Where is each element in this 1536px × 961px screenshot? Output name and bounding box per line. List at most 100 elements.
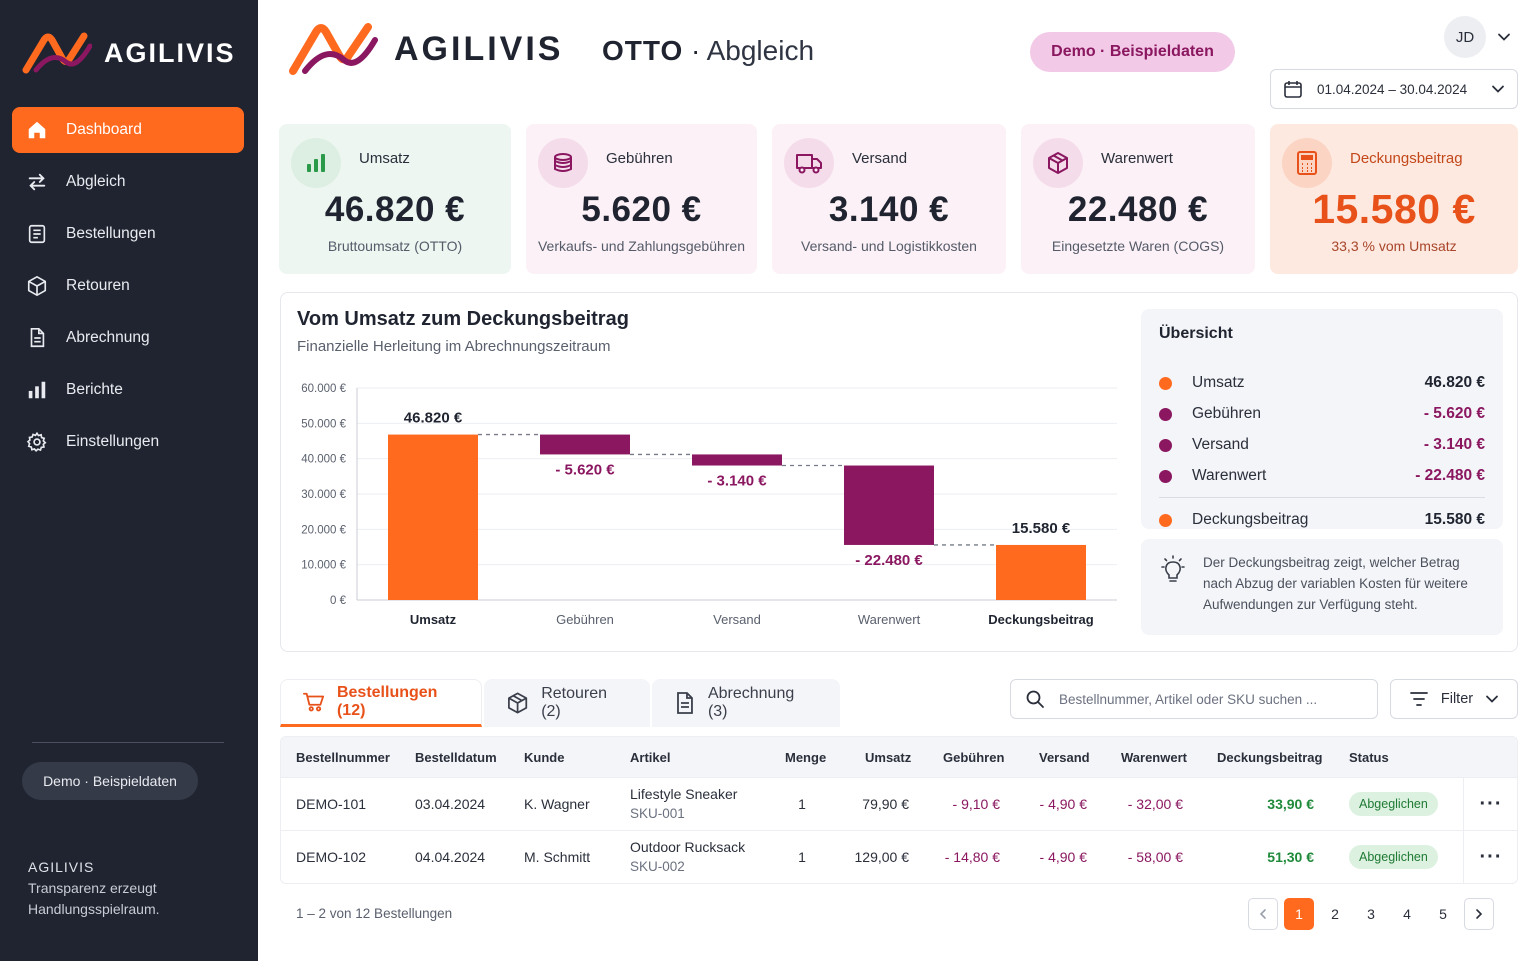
sidebar-item-retouren[interactable]: Retouren bbox=[12, 263, 244, 309]
pagination-next-button[interactable] bbox=[1464, 898, 1494, 930]
column-header[interactable]: Umsatz bbox=[865, 749, 912, 765]
y-tick-label: 30.000 € bbox=[301, 489, 346, 501]
sidebar-item-abgleich[interactable]: Abgleich bbox=[12, 159, 244, 205]
order-date: 04.04.2024 bbox=[415, 849, 486, 865]
orders-table: Bestellnummer Bestelldatum Kunde Artikel… bbox=[280, 736, 1518, 884]
kpi-label: Deckungsbeitrag bbox=[1350, 150, 1463, 167]
column-header[interactable]: Bestellnummer bbox=[296, 749, 390, 765]
status-badge: Abgeglichen bbox=[1349, 792, 1438, 816]
column-header[interactable]: Versand bbox=[1039, 749, 1090, 765]
tab-label: Bestellungen (12) bbox=[336, 684, 438, 719]
column-header[interactable]: Bestelldatum bbox=[415, 749, 497, 765]
lightbulb-icon bbox=[1161, 555, 1185, 582]
article-name: Lifestyle Sneaker bbox=[630, 786, 738, 802]
kpi-card-deckungsbeitrag[interactable]: Deckungsbeitrag 15.580 € 33,3 % vom Umsa… bbox=[1270, 124, 1518, 274]
sidebar-item-bestellungen[interactable]: Bestellungen bbox=[12, 211, 244, 257]
cart-icon bbox=[303, 692, 325, 712]
x-tick-label: Versand bbox=[713, 612, 761, 627]
y-tick-label: 60.000 € bbox=[301, 383, 346, 395]
pagination-page-1[interactable]: 1 bbox=[1284, 898, 1314, 930]
data-label: - 3.140 € bbox=[707, 473, 767, 490]
kpi-card-gebuehren[interactable]: Gebühren 5.620 € Verkaufs- und Zahlungsg… bbox=[526, 124, 757, 274]
pagination-page-2[interactable]: 2 bbox=[1331, 906, 1339, 922]
header-logo[interactable]: AGILIVIS bbox=[288, 22, 563, 76]
sidebar-item-berichte[interactable]: Berichte bbox=[12, 367, 244, 413]
table-row[interactable]: DEMO-102 04.04.2024 M. Schmitt Outdoor R… bbox=[281, 830, 1517, 883]
chart-title: Vom Umsatz zum Deckungsbeitrag bbox=[297, 308, 629, 330]
sidebar-item-einstellungen[interactable]: Einstellungen bbox=[12, 419, 244, 465]
row-actions-menu[interactable]: ··· bbox=[1479, 792, 1503, 815]
pagination-prev-button[interactable] bbox=[1248, 898, 1278, 930]
column-header[interactable]: Deckungsbeitrag bbox=[1217, 749, 1323, 765]
order-number[interactable]: DEMO-101 bbox=[296, 796, 367, 812]
info-hint-text: Der Deckungsbeitrag zeigt, welcher Betra… bbox=[1203, 552, 1483, 615]
document-icon bbox=[677, 692, 693, 714]
sidebar-item-dashboard[interactable]: Dashboard bbox=[12, 107, 244, 153]
overview-card: Übersicht Umsatz 46.820 € Gebühren - 5.6… bbox=[1141, 309, 1503, 529]
data-label: - 22.480 € bbox=[855, 552, 923, 569]
tab-abrechnung[interactable]: Abrechnung (3) bbox=[652, 679, 840, 727]
overview-row-amount: 15.580 € bbox=[1424, 511, 1485, 528]
order-number[interactable]: DEMO-102 bbox=[296, 849, 367, 865]
tab-retouren[interactable]: Retouren (2) bbox=[484, 679, 650, 727]
column-header[interactable]: Menge bbox=[785, 749, 827, 765]
bar-versand bbox=[692, 454, 782, 466]
article-cell: Lifestyle Sneaker SKU-001 bbox=[630, 778, 737, 830]
bar-chart-icon bbox=[307, 154, 325, 172]
kpi-card-versand[interactable]: Versand 3.140 € Versand- und Logistikkos… bbox=[772, 124, 1006, 274]
fees: - 9,10 € bbox=[952, 796, 1000, 812]
table-row[interactable]: DEMO-101 03.04.2024 K. Wagner Lifestyle … bbox=[281, 777, 1517, 830]
x-tick-label: Umsatz bbox=[410, 612, 457, 627]
avatar[interactable]: JD bbox=[1444, 16, 1486, 58]
pagination-page-4[interactable]: 4 bbox=[1403, 906, 1411, 922]
table-summary: 1 – 2 von 12 Bestellungen bbox=[296, 906, 453, 921]
calendar-icon bbox=[1284, 81, 1302, 98]
overview-row-name: Deckungsbeitrag bbox=[1192, 511, 1309, 528]
order-date: 03.04.2024 bbox=[415, 796, 486, 812]
sidebar-brand-name: AGILIVIS bbox=[104, 37, 236, 68]
kpi-card-warenwert[interactable]: Warenwert 22.480 € Eingesetzte Waren (CO… bbox=[1021, 124, 1255, 274]
pagination-page-3[interactable]: 3 bbox=[1367, 906, 1375, 922]
quantity: 1 bbox=[798, 796, 806, 812]
pagination: 1 2 3 4 5 bbox=[1248, 898, 1494, 930]
search-icon bbox=[1026, 690, 1044, 708]
shipping: - 4,90 € bbox=[1039, 849, 1087, 865]
tab-bestellungen[interactable]: Bestellungen (12) bbox=[280, 679, 482, 727]
order-search[interactable] bbox=[1010, 679, 1378, 719]
info-hint-line: Der Deckungsbeitrag zeigt, welcher Betra… bbox=[1203, 555, 1460, 570]
overview-row-amount: - 5.620 € bbox=[1423, 405, 1485, 422]
sidebar-demo-badge[interactable]: Demo · Beispieldaten bbox=[22, 762, 198, 800]
sidebar-item-label: Einstellungen bbox=[66, 433, 160, 450]
sidebar-item-abrechnung[interactable]: Abrechnung bbox=[12, 315, 244, 361]
column-header[interactable]: Kunde bbox=[524, 749, 565, 765]
article-name: Outdoor Rucksack bbox=[630, 839, 746, 855]
chevron-down-icon[interactable] bbox=[1497, 30, 1511, 44]
kpi-icon-wrap bbox=[1282, 138, 1332, 188]
arrows-swap-icon bbox=[28, 173, 46, 191]
customer: K. Wagner bbox=[524, 796, 590, 812]
column-header[interactable]: Warenwert bbox=[1121, 749, 1187, 765]
y-tick-label: 40.000 € bbox=[301, 454, 346, 466]
legend-dot bbox=[1159, 513, 1172, 527]
column-header[interactable]: Artikel bbox=[630, 749, 671, 765]
sidebar-item-label: Dashboard bbox=[66, 121, 142, 138]
legend-dot bbox=[1159, 407, 1172, 421]
box-return-icon bbox=[508, 692, 528, 714]
row-actions-menu[interactable]: ··· bbox=[1479, 845, 1503, 868]
kpi-description: Eingesetzte Waren (COGS) bbox=[1051, 238, 1225, 254]
row-divider bbox=[1463, 778, 1464, 830]
date-range-picker[interactable]: 01.04.2024 – 30.04.2024 bbox=[1270, 69, 1518, 109]
search-input[interactable] bbox=[1059, 691, 1359, 707]
sidebar-nav: Dashboard Abgleich Bestellungen Retouren… bbox=[12, 107, 244, 471]
filter-button[interactable]: Filter bbox=[1390, 679, 1518, 719]
sidebar-item-label: Retouren bbox=[66, 277, 130, 294]
column-header[interactable]: Gebühren bbox=[943, 749, 1005, 765]
pagination-page-5[interactable]: 5 bbox=[1439, 906, 1447, 922]
kpi-description: Versand- und Logistikkosten bbox=[801, 238, 977, 254]
sidebar-logo[interactable]: AGILIVIS bbox=[22, 32, 236, 74]
column-header[interactable]: Status bbox=[1349, 749, 1389, 765]
kpi-card-umsatz[interactable]: Umsatz 46.820 € Bruttoumsatz (OTTO) bbox=[279, 124, 511, 274]
revenue: 129,00 € bbox=[854, 849, 910, 865]
x-tick-label: Gebühren bbox=[556, 612, 614, 627]
chevron-right-icon bbox=[1476, 909, 1483, 919]
